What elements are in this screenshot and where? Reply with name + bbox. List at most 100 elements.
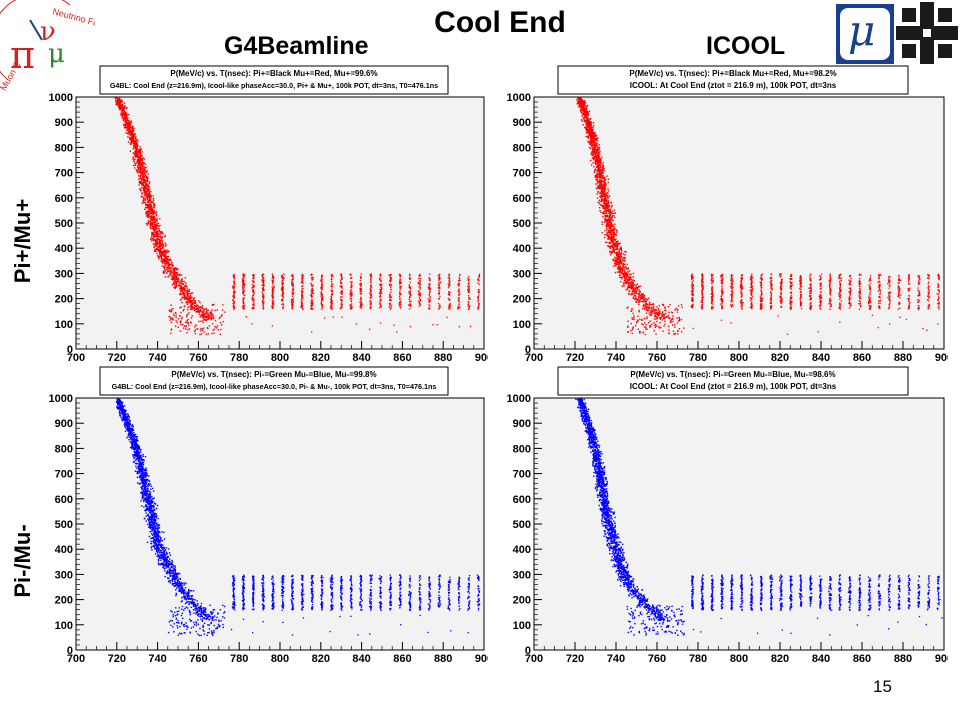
data-point bbox=[159, 256, 161, 258]
data-point bbox=[625, 266, 627, 268]
data-point bbox=[620, 247, 622, 249]
data-point bbox=[137, 175, 140, 177]
data-point bbox=[590, 133, 592, 136]
data-point bbox=[311, 273, 313, 275]
data-point bbox=[121, 99, 123, 101]
data-point bbox=[142, 179, 144, 181]
data-point bbox=[176, 269, 178, 271]
data-point bbox=[627, 285, 630, 287]
data-point bbox=[585, 110, 587, 112]
data-point bbox=[599, 186, 602, 189]
data-point bbox=[175, 267, 177, 269]
data-point bbox=[150, 205, 153, 207]
data-point bbox=[160, 244, 162, 247]
data-point bbox=[599, 186, 602, 188]
data-point bbox=[631, 281, 633, 284]
data-point bbox=[142, 181, 145, 183]
data-point bbox=[252, 306, 254, 309]
data-point bbox=[182, 310, 185, 312]
data-point bbox=[140, 172, 143, 174]
x-tick-label: 840 bbox=[352, 352, 370, 363]
data-point bbox=[399, 281, 401, 283]
data-point bbox=[202, 308, 204, 310]
data-point bbox=[134, 143, 137, 146]
data-point bbox=[214, 326, 216, 328]
data-point bbox=[212, 314, 214, 316]
data-point bbox=[330, 307, 332, 310]
data-point bbox=[360, 297, 362, 299]
data-point bbox=[157, 230, 159, 232]
data-point bbox=[599, 179, 601, 182]
data-point bbox=[195, 324, 197, 326]
data-point bbox=[232, 287, 234, 289]
data-point bbox=[134, 146, 136, 149]
data-point bbox=[587, 132, 590, 134]
data-point bbox=[146, 195, 148, 197]
data-point bbox=[138, 157, 141, 159]
data-point bbox=[149, 223, 152, 225]
data-point bbox=[161, 239, 163, 241]
data-point bbox=[612, 215, 614, 217]
data-point bbox=[134, 152, 137, 155]
data-point bbox=[457, 308, 459, 310]
data-point bbox=[151, 212, 153, 215]
data-point bbox=[622, 264, 625, 266]
data-point bbox=[133, 127, 135, 129]
data-point bbox=[604, 187, 607, 189]
data-point bbox=[310, 293, 313, 295]
data-point bbox=[211, 332, 213, 335]
data-point bbox=[593, 137, 595, 140]
data-point bbox=[193, 297, 196, 299]
data-point bbox=[615, 261, 617, 263]
y-tick-label: 600 bbox=[55, 193, 73, 205]
chart-panel-g4bl-mu-plus: P(MeV/c) vs. T(nsec): Pi+=Black Mu+=Red,… bbox=[40, 65, 488, 363]
data-point bbox=[232, 302, 235, 305]
data-point bbox=[449, 298, 451, 301]
data-point bbox=[449, 305, 451, 307]
data-point bbox=[213, 303, 215, 306]
data-point bbox=[252, 300, 254, 302]
data-point bbox=[132, 157, 134, 160]
data-point bbox=[408, 308, 411, 310]
data-point bbox=[124, 111, 126, 113]
data-point bbox=[160, 243, 162, 245]
data-point bbox=[122, 110, 124, 112]
data-point bbox=[244, 283, 246, 285]
data-point bbox=[167, 264, 170, 267]
plot-area bbox=[75, 96, 485, 350]
data-point bbox=[261, 300, 264, 302]
data-point bbox=[360, 290, 363, 292]
data-point bbox=[242, 283, 244, 285]
data-point bbox=[221, 309, 224, 311]
data-point bbox=[578, 102, 581, 105]
data-point bbox=[141, 192, 143, 194]
data-point bbox=[590, 141, 592, 143]
data-point bbox=[187, 300, 190, 302]
data-point bbox=[261, 284, 264, 286]
data-point bbox=[618, 269, 620, 271]
data-point bbox=[593, 135, 595, 137]
data-point bbox=[448, 308, 451, 310]
data-point bbox=[272, 290, 275, 292]
data-point bbox=[146, 207, 149, 209]
data-point bbox=[311, 299, 313, 302]
data-point bbox=[320, 287, 322, 289]
data-point bbox=[603, 167, 605, 170]
data-point bbox=[234, 291, 236, 293]
data-point bbox=[143, 190, 146, 193]
chart-title-box bbox=[557, 65, 909, 95]
data-point bbox=[140, 195, 143, 197]
data-point bbox=[350, 277, 352, 279]
data-point bbox=[380, 300, 382, 302]
data-point bbox=[200, 306, 202, 309]
data-point bbox=[627, 276, 629, 278]
data-point bbox=[321, 282, 323, 284]
data-point bbox=[252, 282, 254, 284]
data-point bbox=[600, 186, 603, 189]
data-point bbox=[592, 148, 594, 151]
data-point bbox=[290, 298, 293, 300]
data-point bbox=[631, 290, 634, 292]
data-point bbox=[606, 194, 608, 196]
data-point bbox=[272, 279, 274, 281]
data-point bbox=[147, 220, 150, 222]
